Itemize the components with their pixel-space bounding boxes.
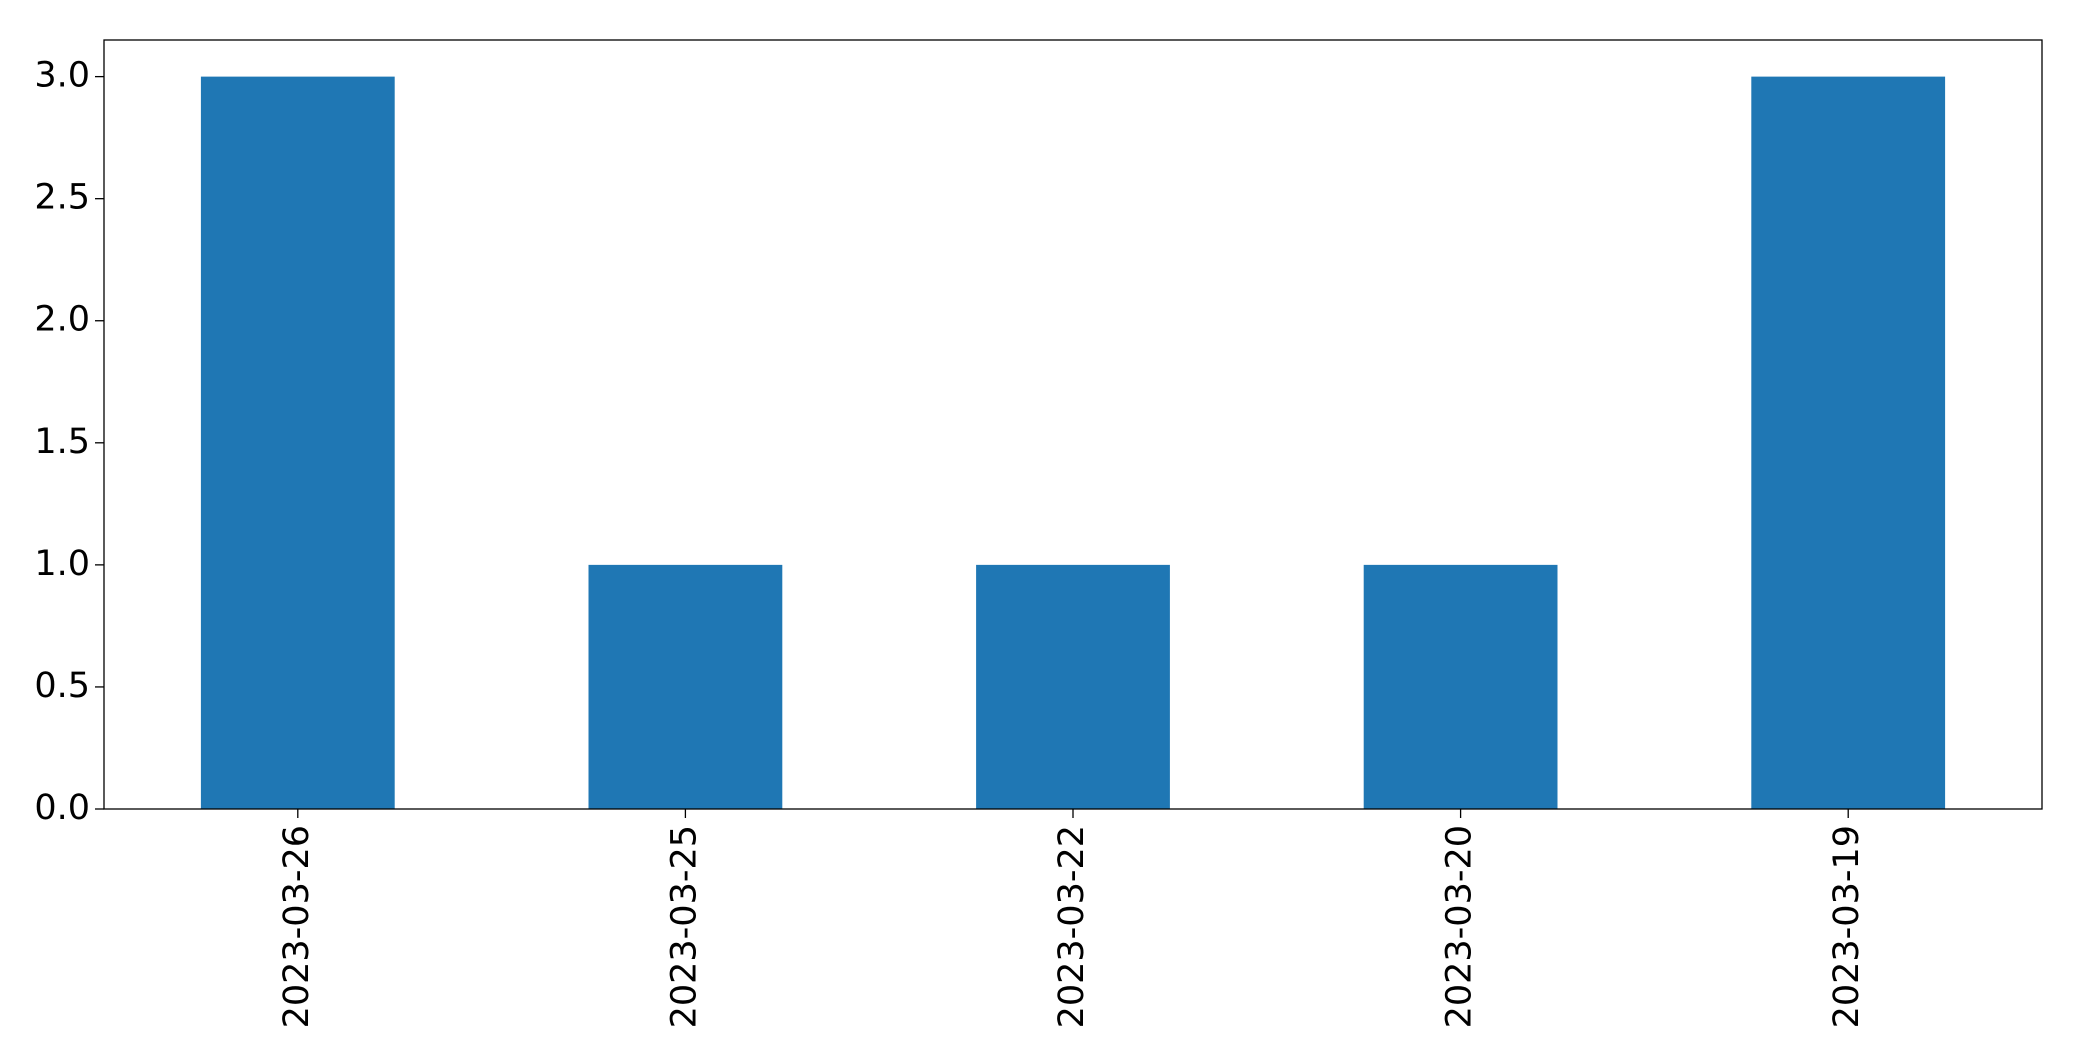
y-tick-label: 2.0	[34, 300, 90, 340]
bar	[976, 564, 1170, 809]
bar	[588, 564, 783, 809]
y-tick-label: 1.0	[34, 544, 90, 584]
x-tick-label: 2023-03-26	[277, 825, 317, 1028]
y-tick-label: 2.5	[34, 178, 90, 218]
bar	[1751, 76, 1946, 810]
y-tick-label: 3.0	[34, 56, 90, 96]
x-tick-label: 2023-03-19	[1827, 825, 1867, 1028]
bar	[1363, 564, 1558, 809]
y-tick-label: 0.5	[34, 666, 90, 706]
x-tick-label: 2023-03-25	[664, 825, 704, 1028]
x-tick-label: 2023-03-20	[1440, 825, 1480, 1028]
bar	[200, 76, 395, 810]
plot-frame	[103, 39, 2043, 810]
x-tick-label: 2023-03-22	[1052, 825, 1092, 1028]
y-tick-label: 0.0	[34, 788, 90, 828]
y-tick-label: 1.5	[34, 422, 90, 462]
